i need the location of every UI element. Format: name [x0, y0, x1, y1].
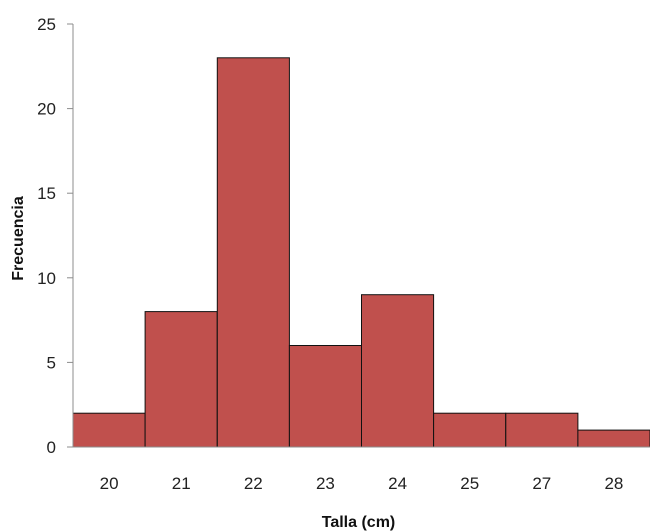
bar-25 [433, 412, 507, 448]
x-ticks-group: 20 21 22 23 24 25 27 28 [100, 474, 624, 493]
axes-group [72, 24, 650, 448]
y-tick-label: 20 [37, 100, 56, 119]
bar-22 [216, 57, 290, 448]
x-tick-label: 28 [604, 474, 623, 493]
x-tick-label: 20 [100, 474, 119, 493]
bar-27 [505, 412, 579, 448]
x-tick-label: 27 [532, 474, 551, 493]
bar-24 [361, 294, 435, 448]
y-tick-label: 5 [47, 353, 56, 372]
bar-23 [288, 345, 362, 448]
y-tick-label: 10 [37, 269, 56, 288]
y-tick-label: 15 [37, 184, 56, 203]
x-tick-label: 22 [244, 474, 263, 493]
y-tick-label: 0 [47, 438, 56, 457]
x-tick-label: 24 [388, 474, 407, 493]
x-tick-label: 25 [460, 474, 479, 493]
bar-20 [72, 412, 146, 448]
bar-21 [144, 311, 218, 448]
bars-group [72, 57, 650, 448]
bar-28 [577, 429, 650, 448]
y-ticks-group: 0 5 10 15 20 25 [37, 15, 73, 457]
x-tick-label: 21 [172, 474, 191, 493]
y-tick-label: 25 [37, 15, 56, 34]
x-tick-label: 23 [316, 474, 335, 493]
x-axis-title: Talla (cm) [322, 514, 396, 531]
y-axis-title: Frecuencia [10, 196, 27, 281]
